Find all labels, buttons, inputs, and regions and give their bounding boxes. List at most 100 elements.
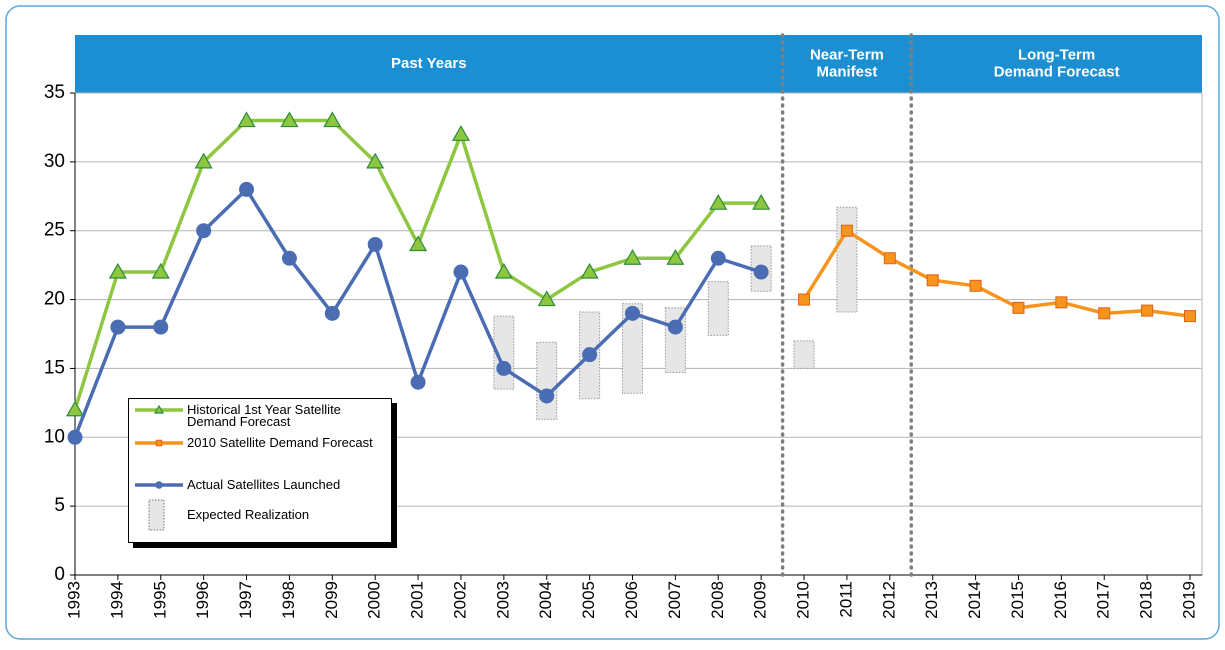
legend-range-icon	[148, 499, 165, 531]
marker	[753, 264, 769, 280]
y-tick-label: 20	[44, 289, 65, 310]
marker	[65, 400, 85, 417]
x-tick-label: 1995	[150, 581, 169, 619]
x-tick-label: 2010	[794, 581, 813, 619]
frame	[5, 5, 1220, 640]
legend-icons	[135, 404, 183, 531]
x-tick-label: 2099	[322, 581, 341, 619]
marker	[539, 388, 555, 404]
series-line	[73, 118, 762, 411]
marker	[666, 249, 685, 265]
marker	[710, 250, 726, 266]
y-tick-label: 10	[44, 426, 65, 447]
marker	[366, 152, 385, 169]
marker	[196, 223, 212, 239]
marker	[155, 439, 163, 447]
marker	[625, 305, 640, 321]
x-tick-label: 2007	[665, 581, 684, 619]
x-tick-label: 2017	[1094, 581, 1113, 619]
y-tick-label: 30	[44, 151, 65, 172]
marker	[926, 274, 939, 287]
marker	[580, 262, 599, 279]
y-tick-label: 25	[44, 220, 65, 241]
marker	[752, 193, 771, 210]
marker	[969, 279, 982, 292]
marker	[151, 262, 170, 279]
legend-label: Actual Satellites Launched	[187, 477, 341, 492]
x-tick-label: 2008	[708, 581, 727, 619]
marker	[281, 250, 297, 266]
x-tick-label: 2013	[922, 581, 941, 619]
marker	[840, 224, 853, 237]
marker	[496, 360, 512, 376]
x-tick-label: 1998	[279, 581, 298, 619]
x-tick-label: 2000	[365, 581, 384, 619]
range-box	[707, 281, 729, 336]
x-tick-label: 2012	[879, 581, 898, 619]
marker	[709, 193, 728, 210]
marker	[237, 111, 256, 128]
x-tick-label: 2019	[1179, 581, 1198, 619]
x-tick-label: 2016	[1051, 581, 1070, 619]
marker	[1055, 296, 1068, 309]
x-tick-label: 2015	[1008, 581, 1027, 619]
header-label: Past Years	[391, 55, 467, 72]
legend: Historical 1st Year Satellite Demand For…	[128, 398, 392, 543]
x-tick-label: 2003	[493, 581, 512, 619]
marker	[1098, 307, 1111, 320]
x-tick-label: 2001	[408, 581, 427, 619]
marker	[110, 319, 126, 335]
range-box	[793, 340, 815, 369]
range-box	[836, 206, 858, 313]
x-tick-label: 2002	[450, 581, 469, 619]
x-tick-label: 2006	[622, 581, 641, 619]
marker	[537, 290, 556, 307]
header-band	[75, 35, 1202, 93]
marker	[153, 319, 169, 335]
marker	[153, 404, 165, 414]
marker	[451, 125, 470, 141]
x-tick-label: 1997	[236, 581, 255, 619]
x-tick-label: 2009	[751, 581, 770, 619]
x-tick-label: 1994	[107, 581, 126, 619]
range-box	[536, 341, 558, 420]
y-tick-label: 0	[54, 564, 65, 585]
legend-label: 2010 Satellite Demand Forecast	[187, 435, 373, 450]
x-tick-label: 1996	[193, 581, 212, 619]
marker	[280, 111, 299, 128]
marker	[667, 319, 683, 335]
marker	[323, 111, 342, 128]
x-tick-label: 2014	[965, 581, 984, 619]
marker	[582, 347, 598, 363]
x-tick-label: 2018	[1137, 581, 1156, 619]
y-tick-label: 35	[44, 82, 65, 103]
header-label: Demand Forecast	[994, 63, 1120, 80]
range-box	[622, 303, 643, 394]
marker	[108, 262, 127, 279]
x-tick-label: 2005	[579, 581, 598, 619]
marker	[453, 264, 469, 280]
marker	[798, 293, 811, 306]
header-label: Manifest	[817, 63, 878, 80]
y-tick-label: 5	[54, 495, 65, 516]
marker	[155, 481, 163, 489]
marker	[410, 374, 426, 390]
series-line	[802, 228, 1191, 318]
x-tick-label: 2011	[836, 581, 855, 618]
marker	[1012, 301, 1025, 314]
marker	[623, 249, 642, 265]
marker	[67, 429, 83, 445]
marker	[883, 252, 896, 265]
marker	[324, 305, 340, 321]
x-tick-label: 2004	[536, 581, 555, 619]
legend-label: Historical 1st Year Satellite Demand For…	[187, 402, 341, 429]
marker	[367, 236, 383, 252]
header-label: Long-Term	[1018, 46, 1095, 63]
legend-label: Expected Realization	[187, 507, 310, 522]
marker	[239, 181, 255, 197]
header-label: Near-Term	[810, 46, 884, 63]
x-tick-label: 1993	[64, 581, 83, 619]
marker	[409, 235, 428, 252]
